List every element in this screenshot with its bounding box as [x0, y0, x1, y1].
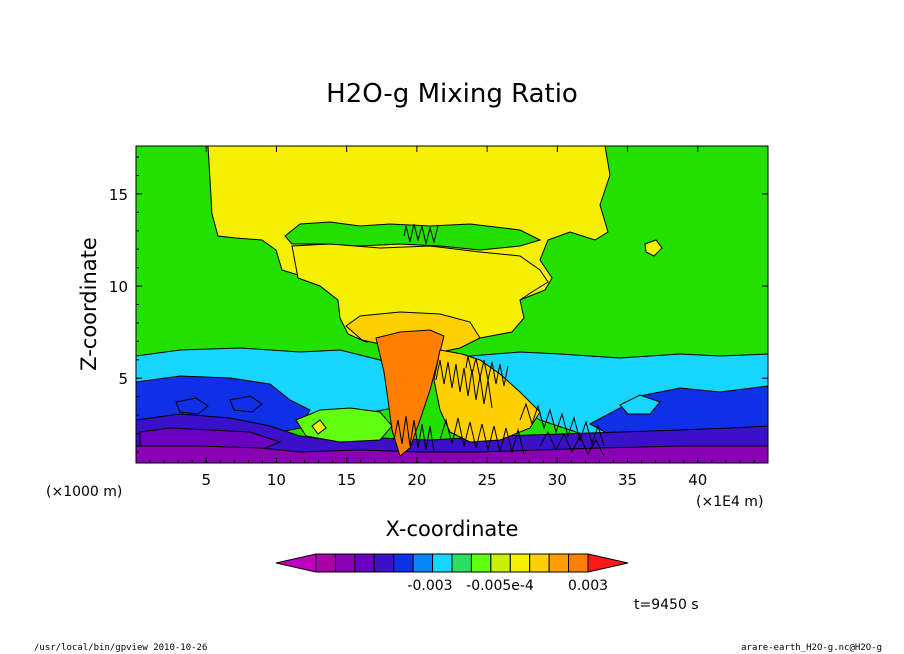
anvil-plume [291, 243, 549, 343]
colorbar-high-arrow [587, 553, 629, 573]
x-tick-label: 20 [407, 471, 426, 489]
x-units-right: (×1E4 m) [696, 494, 763, 510]
colorbar-swatch [451, 553, 472, 573]
yellow-updraft-wings [433, 349, 541, 443]
colorbar-tick-label: -0.003 [407, 578, 452, 594]
contour-field [136, 146, 768, 463]
y-axis-label: Z-coordinate [77, 237, 101, 371]
turbulence-lines [393, 223, 605, 457]
colorbar-tick-label: 0.003 [568, 578, 608, 594]
green-turbulent-patch [295, 407, 393, 443]
chart-title: H2O-g Mixing Ratio [326, 79, 578, 109]
colorbar-tick-label: -0.005e-4 [466, 578, 534, 594]
x-axis-label: X-coordinate [386, 517, 519, 541]
cyan-blob-right [619, 394, 661, 415]
colorbar-swatch [568, 553, 589, 573]
colorbar-swatch [412, 553, 434, 573]
colorbar-swatch [470, 553, 492, 573]
colorbar-swatch [334, 553, 356, 573]
x-axis: 5 10 15 20 25 30 35 40 [149, 146, 755, 489]
colorbar-swatch [432, 553, 453, 573]
colorbar-swatch [354, 553, 375, 573]
purple-pocket-lower [136, 445, 768, 463]
colorbar-swatch [315, 553, 336, 573]
yellow-speck-right [644, 239, 663, 257]
y-tick-label: 5 [118, 370, 128, 388]
colorbar-swatch [548, 553, 570, 573]
colorbar-swatch [490, 553, 511, 573]
colorbar [275, 553, 629, 573]
blue-eye-left [175, 397, 209, 415]
colorbar-swatch [373, 553, 395, 573]
x-units-left: (×1000 m) [46, 484, 122, 500]
orange-updraft-core [375, 329, 445, 457]
yellow-speck-mid [311, 419, 327, 435]
x-tick-label: 5 [201, 471, 211, 489]
colorbar-ticks: -0.003 -0.005e-4 0.003 [407, 578, 608, 594]
footer-left: /usr/local/bin/gpview 2010-10-26 [34, 643, 207, 653]
y-tick-label: 15 [109, 186, 128, 204]
x-tick-label: 10 [267, 471, 286, 489]
colorbar-swatch [509, 553, 531, 573]
footer-right: arare-earth_H2O-g.nc@H2O-g [741, 643, 882, 653]
x-tick-label: 25 [478, 471, 497, 489]
x-tick-label: 15 [337, 471, 356, 489]
y-tick-label: 10 [109, 278, 128, 296]
colorbar-swatch [529, 553, 550, 573]
colorbar-low-arrow [275, 553, 317, 573]
x-tick-label: 35 [618, 471, 637, 489]
x-tick-label: 40 [688, 471, 707, 489]
time-label: t=9450 s [634, 597, 699, 613]
x-tick-label: 30 [548, 471, 567, 489]
colorbar-swatch [393, 553, 414, 573]
y-axis: 5 10 15 [109, 156, 768, 453]
blue-eye-mid [229, 395, 263, 413]
